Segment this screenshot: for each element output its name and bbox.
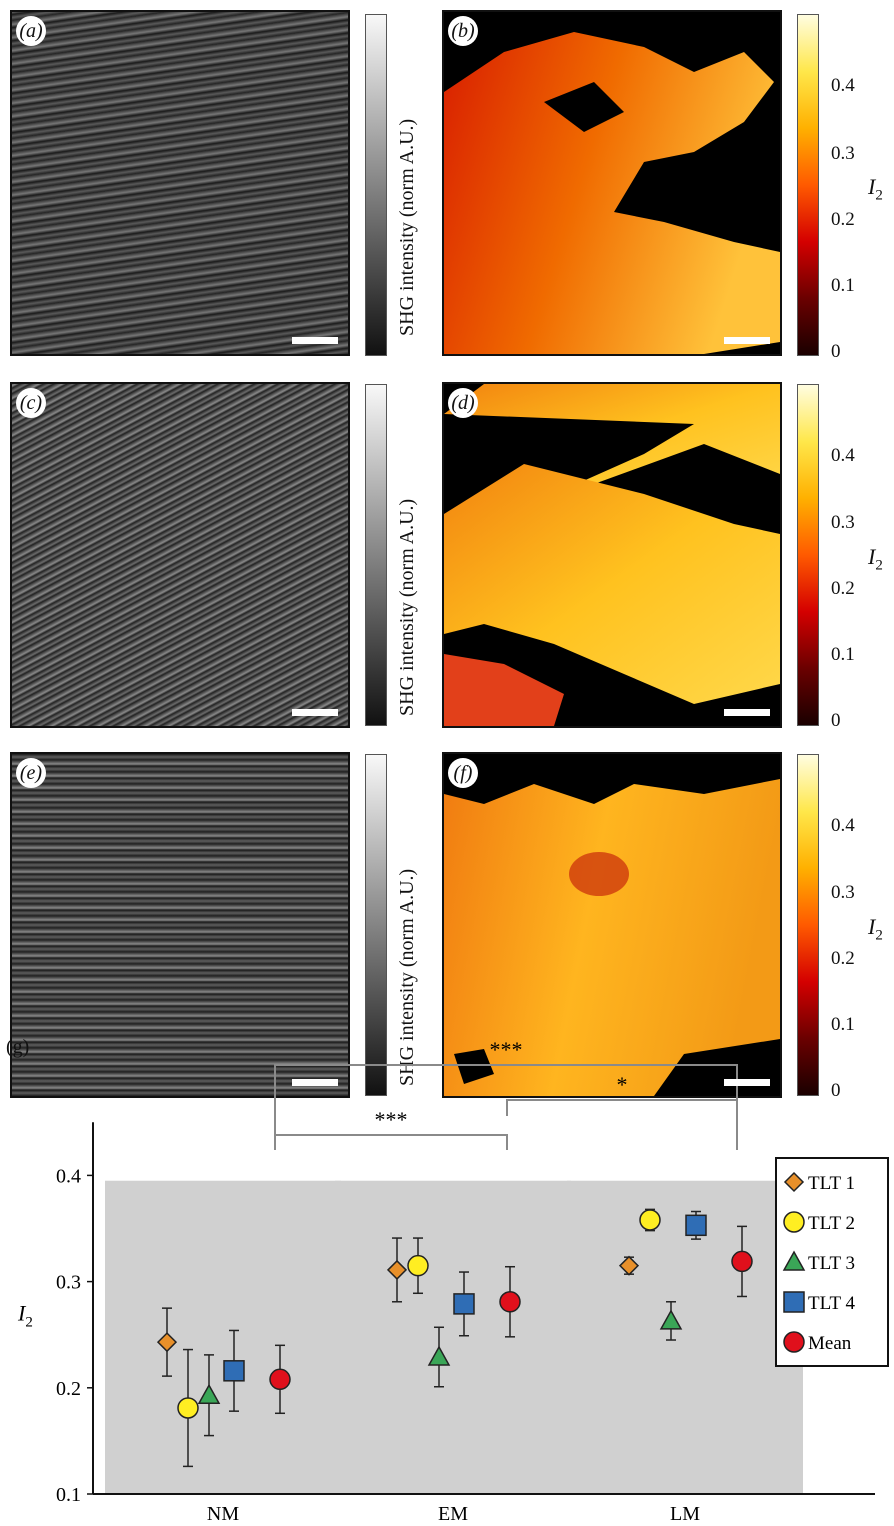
shg-image-c: (c) — [10, 382, 350, 728]
i2-axis-label: I2 — [868, 174, 883, 204]
panel-label-b: (b) — [448, 16, 478, 46]
data-point-tlt-3 — [197, 1383, 221, 1404]
i2-tick: 0.3 — [831, 882, 855, 903]
legend-label: TLT 1 — [808, 1173, 855, 1194]
i2-tick: 0.2 — [831, 209, 855, 230]
legend-marker — [783, 1331, 805, 1353]
shg-colorbar-a — [365, 14, 387, 356]
i2-tick: 0.4 — [831, 445, 855, 466]
legend-label: Mean — [808, 1333, 852, 1354]
panel-label-e: (e) — [16, 758, 46, 788]
y-tick-label: 0.4 — [56, 1165, 81, 1187]
scale-bar — [724, 1079, 770, 1086]
scale-bar — [724, 337, 770, 344]
y-tick-label: 0.2 — [56, 1378, 81, 1400]
i2-image-b: (b) — [442, 10, 782, 356]
y-axis-label: I2 — [17, 1300, 33, 1330]
legend-marker — [782, 1250, 806, 1271]
i2-axis-label: I2 — [868, 914, 883, 944]
legend-label: TLT 2 — [808, 1213, 855, 1234]
shg-image-a: (a) — [10, 10, 350, 356]
data-point-tlt-2 — [639, 1209, 661, 1231]
data-point-tlt-4 — [685, 1214, 707, 1237]
scale-bar — [292, 337, 338, 344]
i2-tick: 0.3 — [831, 143, 855, 164]
i2-axis-label: I2 — [868, 544, 883, 574]
i2-tick: 0.1 — [831, 1014, 855, 1035]
scale-bar — [292, 1079, 338, 1086]
i2-tick: 0 — [831, 710, 841, 731]
i2-tick: 0.2 — [831, 948, 855, 969]
i2-map-d — [444, 384, 780, 726]
panel-label-f: (f) — [448, 758, 478, 788]
i2-tick: 0.4 — [831, 75, 855, 96]
significance-label: *** — [375, 1107, 408, 1132]
legend-label: TLT 3 — [808, 1253, 855, 1274]
shg-image-e: (e) — [10, 752, 350, 1098]
i2-tick: 0.1 — [831, 644, 855, 665]
y-tick-label: 0.1 — [56, 1484, 81, 1506]
i2-image-f: (f) — [442, 752, 782, 1098]
x-tick-label: NM — [207, 1503, 239, 1525]
data-point-tlt-3 — [659, 1309, 683, 1330]
significance-bracket — [274, 1134, 508, 1150]
data-point-tlt-1 — [618, 1255, 640, 1276]
i2-map-f — [444, 754, 780, 1096]
shg-colorbar-c — [365, 384, 387, 726]
data-point-mean — [731, 1250, 753, 1273]
i2-map-b — [444, 32, 780, 354]
category-band — [335, 1180, 571, 1494]
data-point-mean — [499, 1291, 521, 1313]
y-tick-label: 0.3 — [56, 1272, 81, 1294]
i2-image-d: (d) — [442, 382, 782, 728]
data-point-mean — [269, 1368, 291, 1391]
scale-bar — [724, 709, 770, 716]
i2-tick: 0 — [831, 1080, 841, 1101]
i2-colorbar-b — [797, 14, 819, 356]
shg-colorbar-label-a: SHG intensity (norm A.U.) — [396, 118, 418, 336]
category-band — [105, 1180, 341, 1494]
data-point-tlt-4 — [223, 1360, 245, 1382]
legend-label: TLT 4 — [808, 1293, 855, 1314]
legend-marker — [783, 1291, 805, 1313]
shg-colorbar-label-c: SHG intensity (norm A.U.) — [396, 498, 418, 716]
shg-colorbar-e — [365, 754, 387, 1096]
i2-tick: 0 — [831, 341, 841, 362]
x-tick-label: LM — [670, 1503, 700, 1525]
i2-tick: 0.3 — [831, 512, 855, 533]
panel-label-a: (a) — [16, 16, 46, 46]
i2-tick: 0.4 — [831, 815, 855, 836]
legend-marker — [783, 1211, 805, 1233]
significance-bracket — [506, 1099, 738, 1116]
data-point-tlt-2 — [407, 1254, 429, 1277]
data-point-tlt-2 — [177, 1397, 199, 1419]
legend-marker — [783, 1171, 805, 1193]
category-band — [567, 1180, 803, 1494]
panel-label-d: (d) — [448, 388, 478, 418]
i2-tick: 0.1 — [831, 275, 855, 296]
significance-label: *** — [490, 1037, 523, 1062]
i2-tick: 0.2 — [831, 578, 855, 599]
significance-label: * — [617, 1072, 628, 1097]
data-point-tlt-1 — [156, 1332, 178, 1353]
x-tick-label: EM — [438, 1503, 468, 1525]
i2-colorbar-d — [797, 384, 819, 726]
i2-colorbar-f — [797, 754, 819, 1096]
data-point-tlt-4 — [453, 1293, 475, 1315]
panel-label-g: (g) — [6, 1036, 30, 1058]
panel-label-c: (c) — [16, 388, 46, 418]
data-point-tlt-3 — [427, 1345, 451, 1366]
scale-bar — [292, 709, 338, 716]
data-point-tlt-1 — [386, 1259, 408, 1280]
